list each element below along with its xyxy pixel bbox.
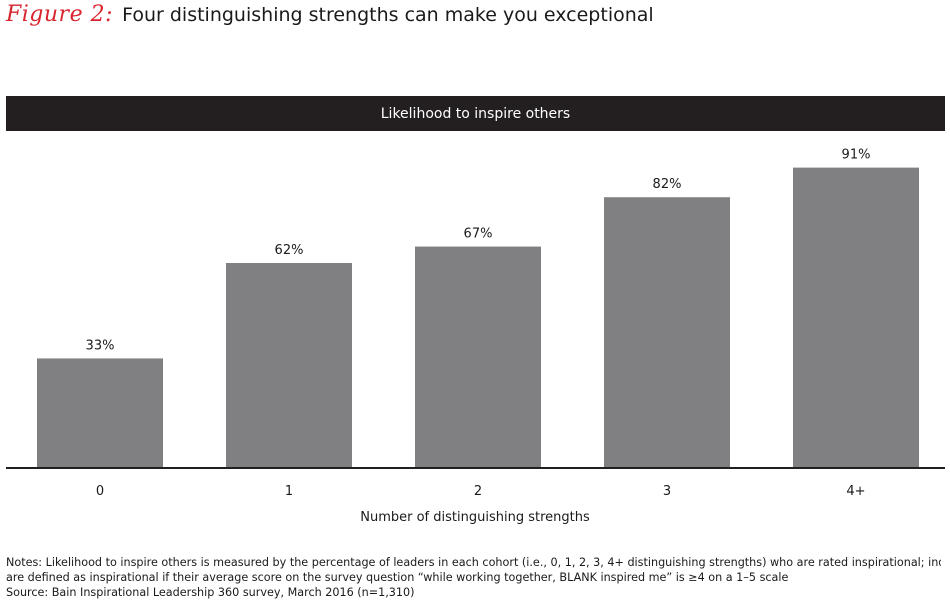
source-line: Source: Bain Inspirational Leadership 36… [6, 586, 415, 599]
x-tick-label: 4+ [846, 484, 865, 499]
data-label: 33% [86, 338, 115, 353]
figure-title: Figure 2: Four distinguishing strengths … [6, 2, 654, 36]
data-label: 91% [842, 148, 871, 163]
x-tick-label: 3 [663, 484, 671, 499]
bar-3 [604, 197, 730, 467]
bar-4plus [793, 167, 919, 468]
figure-heading: Four distinguishing strengths can make y… [122, 4, 654, 26]
notes-block: Notes: Likelihood to inspire others is m… [6, 555, 941, 600]
x-tick-label: 2 [474, 484, 482, 499]
bars-group: 33% 0 62% 1 67% 2 82% 3 91% 4+ [37, 148, 919, 499]
chart-title: Likelihood to inspire others [380, 105, 571, 122]
x-tick-label: 0 [96, 484, 104, 499]
bar-1 [226, 263, 352, 467]
x-tick-label: 1 [285, 484, 293, 499]
bar-0 [37, 358, 163, 467]
bar-chart: 33% 0 62% 1 67% 2 82% 3 91% 4+ Number of distingu… [6, 148, 945, 525]
data-label: 67% [464, 227, 493, 242]
notes-line-1: Notes: Likelihood to inspire others is m… [6, 556, 941, 569]
data-label: 82% [653, 177, 682, 192]
chart-title-banner: Likelihood to inspire others [6, 96, 945, 131]
x-axis-label: Number of distinguishing strengths [360, 510, 590, 525]
bar-2 [415, 246, 541, 467]
figure-label: Figure 2: [6, 2, 113, 27]
data-label: 62% [275, 243, 304, 258]
notes-line-2: are defined as inspirational if their av… [6, 571, 789, 584]
